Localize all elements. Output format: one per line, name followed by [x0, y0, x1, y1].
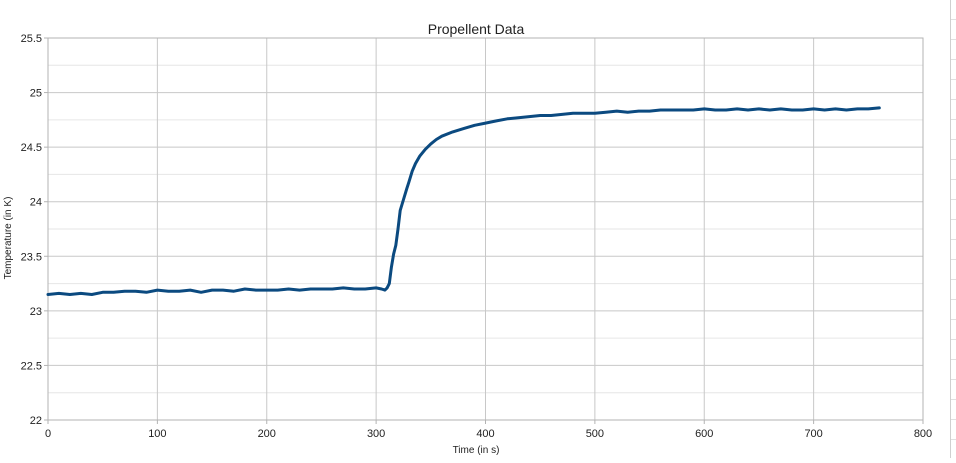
x-tick-label: 300 [367, 428, 385, 440]
x-tick-label: 0 [45, 428, 51, 440]
y-tick-label: 25.5 [21, 33, 42, 45]
y-axis-ticks: 22 22.5 23 23.5 24 24.5 25 25.5 [21, 33, 48, 427]
spreadsheet-edge [950, 0, 956, 458]
x-axis-label: Time (in s) [453, 445, 500, 456]
y-axis-label: Temperature (in K) [3, 197, 14, 280]
y-tick-label: 25 [30, 88, 42, 100]
x-tick-label: 700 [804, 428, 822, 440]
x-tick-label: 500 [586, 428, 604, 440]
x-tick-label: 800 [914, 428, 932, 440]
x-axis-ticks: 0 100 200 300 400 500 600 700 800 [45, 420, 932, 440]
y-tick-label: 24.5 [21, 142, 42, 154]
x-tick-label: 600 [695, 428, 713, 440]
y-tick-label: 23 [30, 306, 42, 318]
y-tick-label: 22.5 [21, 360, 42, 372]
y-tick-label: 24 [30, 197, 42, 209]
y-tick-label: 23.5 [21, 251, 42, 263]
x-tick-label: 100 [148, 428, 166, 440]
x-tick-label: 200 [258, 428, 276, 440]
series-line [46, 106, 881, 296]
series-layer [46, 106, 881, 296]
chart-title: Propellent Data [428, 21, 525, 37]
y-tick-label: 22 [30, 415, 42, 427]
x-tick-label: 400 [476, 428, 494, 440]
